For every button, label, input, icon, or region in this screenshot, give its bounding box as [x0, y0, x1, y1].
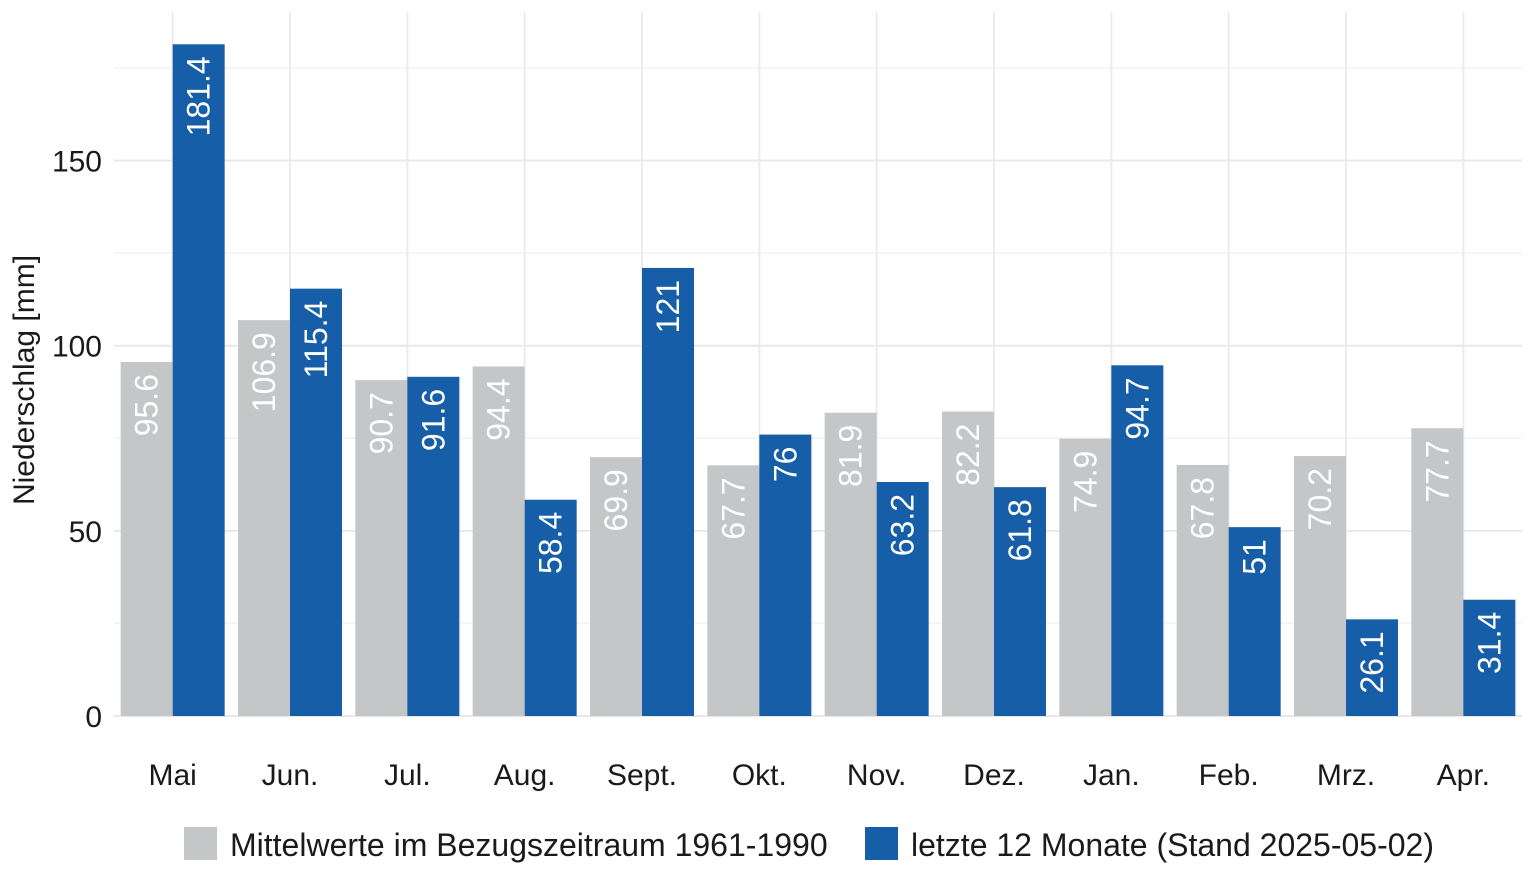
legend: Mittelwerte im Bezugszeitraum 1961-1990 l…	[184, 827, 1434, 863]
bar-reference-mean	[1294, 456, 1346, 716]
bar-value-label: 77.7	[1419, 440, 1455, 502]
bar-value-label: 63.2	[885, 494, 921, 556]
bar-value-label: 31.4	[1471, 612, 1507, 674]
bar-value-label: 58.4	[533, 512, 569, 574]
bar-value-label: 81.9	[833, 425, 869, 487]
y-tick-label: 50	[69, 516, 102, 549]
x-tick-label: Dez.	[963, 759, 1025, 792]
bar-reference-mean	[824, 412, 877, 716]
x-tick-label: Aug.	[494, 759, 556, 792]
bar-reference-mean	[238, 320, 290, 716]
bar-value-label: 51	[1237, 539, 1273, 575]
bar-value-label: 76	[767, 447, 803, 483]
bar-last-12-months	[1111, 365, 1164, 716]
x-tick-label: Feb.	[1199, 759, 1259, 792]
bar-last-12-months	[759, 434, 812, 716]
x-tick-label: Nov.	[847, 759, 906, 792]
y-axis-ticks: 0 50 100 150	[52, 146, 102, 734]
bar-value-label: 70.2	[1302, 468, 1338, 530]
x-tick-label: Mrz.	[1317, 759, 1375, 792]
bar-value-label: 91.6	[415, 389, 451, 451]
bar-last-12-months	[1463, 599, 1516, 716]
bar-value-label: 115.4	[298, 301, 334, 379]
bar-last-12-months	[1346, 619, 1398, 716]
bar-value-label: 121	[650, 280, 686, 333]
bar-value-label: 95.6	[129, 374, 165, 436]
bar-reference-mean	[942, 411, 994, 716]
bar-reference-mean	[1411, 428, 1464, 716]
x-tick-label: Jun.	[262, 759, 319, 792]
legend-swatch	[865, 827, 898, 860]
bar-reference-mean	[472, 366, 525, 716]
bar-value-label: 94.7	[1119, 377, 1155, 439]
y-tick-label: 100	[52, 331, 102, 364]
bar-last-12-months	[290, 288, 342, 716]
bar-reference-mean	[707, 465, 760, 716]
bar-last-12-months	[876, 481, 929, 716]
bar-reference-mean	[1176, 464, 1229, 716]
y-axis-title: Niederschlag [mm]	[8, 255, 41, 505]
bar-value-label: 74.9	[1067, 451, 1103, 513]
bar-last-12-months	[1228, 527, 1281, 716]
bar-reference-mean	[1059, 438, 1112, 716]
bar-reference-mean	[120, 361, 173, 716]
bar-value-label: 69.9	[598, 469, 634, 531]
bar-value-label: 106.9	[246, 332, 282, 412]
bar-value-label: 67.7	[715, 477, 751, 539]
bar-value-label: 82.2	[950, 424, 986, 486]
bar-last-12-months	[172, 44, 225, 716]
bar-last-12-months	[642, 267, 694, 716]
bar-value-label: 94.4	[481, 378, 517, 440]
bar-value-label: 67.8	[1185, 477, 1221, 539]
legend-label: letzte 12 Monate (Stand 2025-05-02)	[911, 827, 1434, 863]
y-tick-label: 150	[52, 146, 102, 179]
bar-last-12-months	[994, 487, 1046, 716]
x-tick-label: Jul.	[384, 759, 431, 792]
bar-last-12-months	[407, 376, 460, 716]
bar-reference-mean	[355, 380, 408, 716]
bar-value-label: 61.8	[1002, 499, 1038, 561]
x-tick-label: Jan.	[1083, 759, 1140, 792]
bar-value-label: 26.1	[1354, 631, 1390, 693]
y-tick-label: 0	[85, 701, 102, 734]
bar-value-label: 181.4	[181, 56, 217, 136]
bar-last-12-months	[524, 499, 577, 716]
x-tick-label: Mai	[148, 759, 196, 792]
legend-swatch	[184, 827, 217, 860]
bar-value-label: 90.7	[363, 392, 399, 454]
x-axis-ticks: Mai Jun. Jul. Aug. Sept. Okt. Nov. Dez. Jan. Feb.…	[148, 759, 1490, 792]
x-tick-label: Sept.	[607, 759, 677, 792]
x-tick-label: Okt.	[732, 759, 787, 792]
bar-reference-mean	[590, 457, 642, 716]
bars: 95.6 181.4 106.9 115.4 90.7 91.6 94.4 58.4 69.9 1…	[120, 44, 1516, 716]
x-tick-label: Apr.	[1437, 759, 1490, 792]
legend-label: Mittelwerte im Bezugszeitraum 1961-1990	[230, 827, 828, 863]
